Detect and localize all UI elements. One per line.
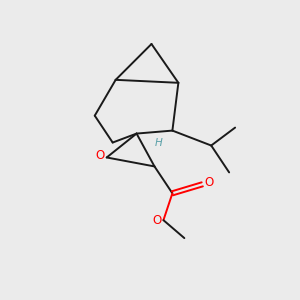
Text: O: O [95,149,105,163]
Text: H: H [155,137,163,148]
Text: O: O [204,176,214,189]
Text: O: O [152,214,161,227]
